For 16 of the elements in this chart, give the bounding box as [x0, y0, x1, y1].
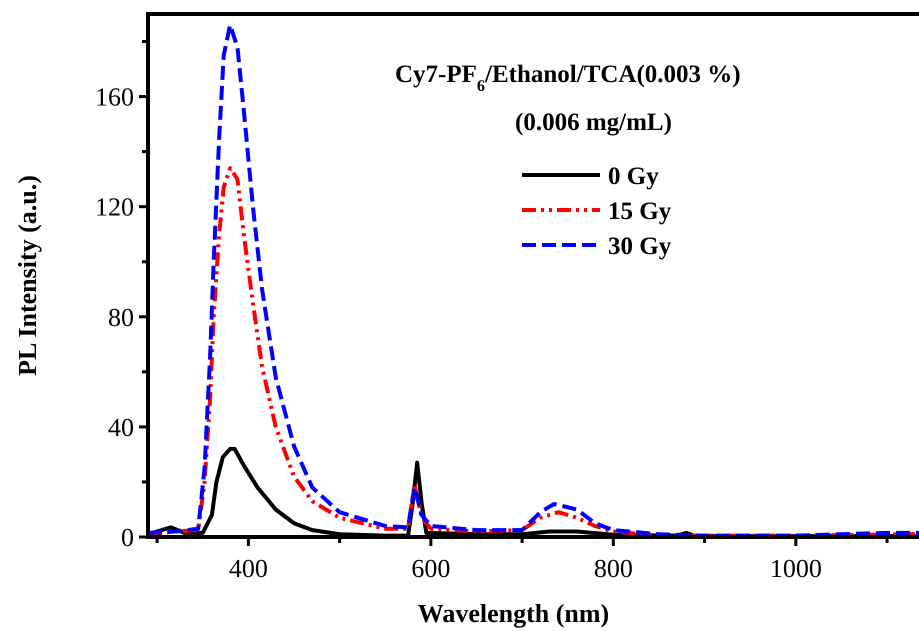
y-axis-title: PL Intensity (a.u.): [13, 175, 42, 376]
text: (0.006 mg/mL): [515, 109, 672, 136]
x-tick-label: 600: [411, 554, 450, 583]
x-tick-label: 1000: [770, 554, 822, 583]
x-tick-label: 800: [594, 554, 633, 583]
text: Cy7-PF$_{6}$/Ethanol/TCA(0.003 %): [395, 61, 741, 95]
y-tick-label: 0: [121, 523, 134, 552]
y-tick-label: 40: [108, 412, 134, 442]
legend-label: 0 Gy: [608, 163, 660, 190]
legend-label: 30 Gy: [608, 233, 672, 260]
y-tick-label: 80: [108, 302, 134, 332]
legend-label: 15 Gy: [608, 198, 672, 225]
x-axis-title: Wavelength (nm): [418, 599, 610, 628]
x-tick-label: 400: [228, 554, 268, 583]
y-tick-label: 160: [95, 82, 134, 112]
y-tick-label: 120: [95, 192, 134, 222]
